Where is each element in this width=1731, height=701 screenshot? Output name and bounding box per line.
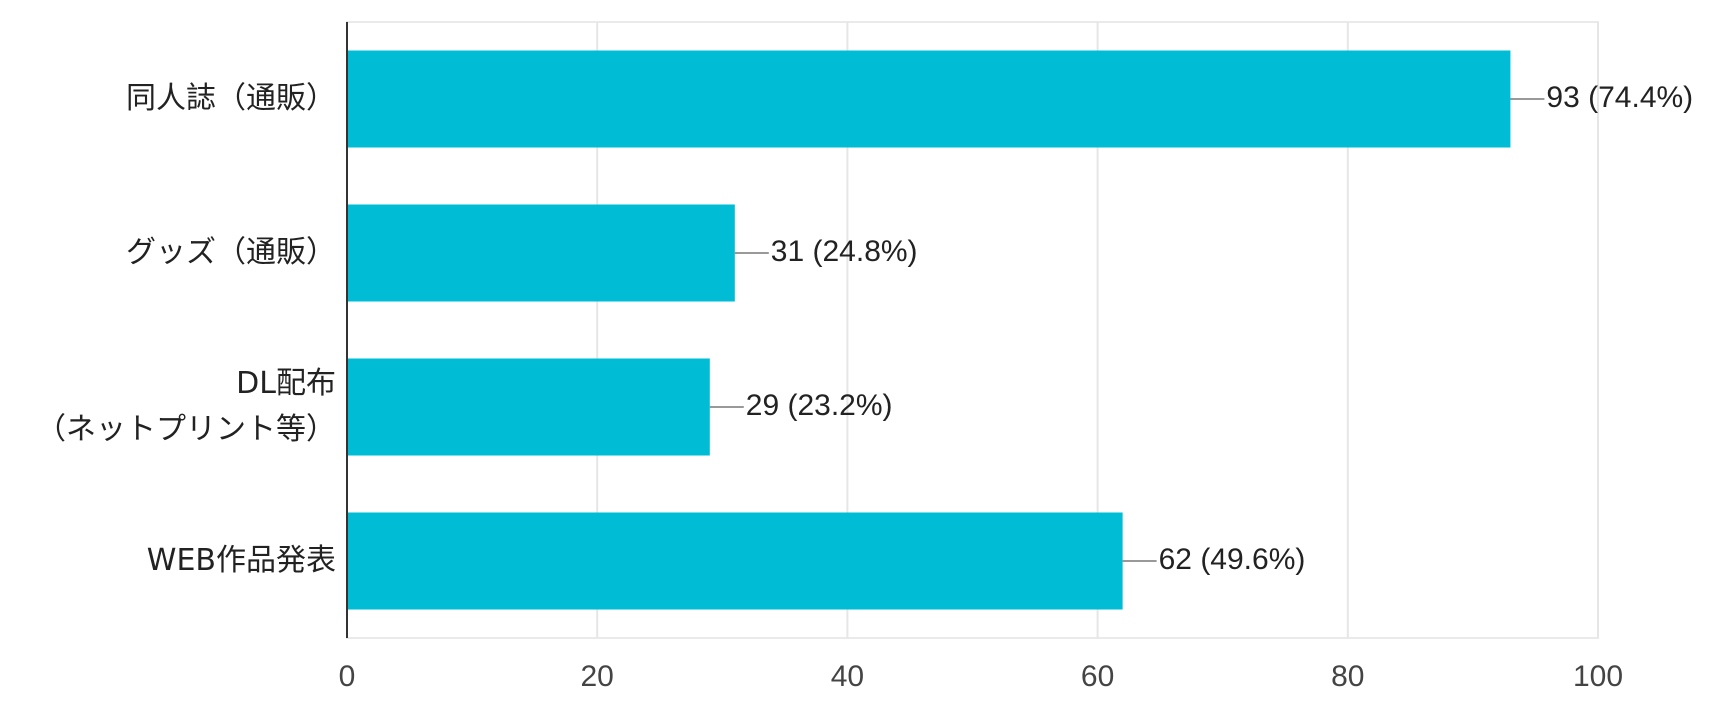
y-tick-label: DL配布 （ネットプリント等）: [36, 366, 336, 447]
y-tick-label: WEB作品発表: [146, 543, 336, 578]
bar: [347, 512, 1123, 610]
x-tick-label: 80: [1331, 660, 1364, 693]
x-tick-label: 20: [581, 660, 614, 693]
x-tick-label: 40: [831, 660, 864, 693]
x-tick-label: 60: [1081, 660, 1114, 693]
value-label: 31 (24.8%): [771, 235, 918, 268]
value-label: 62 (49.6%): [1159, 543, 1306, 576]
y-tick-label: 同人誌（通販）: [126, 81, 336, 116]
x-tick-label: 0: [339, 660, 356, 693]
x-tick-label: 100: [1573, 660, 1623, 693]
bar: [347, 358, 710, 456]
value-label: 93 (74.4%): [1546, 81, 1693, 114]
bar: [347, 204, 735, 302]
bar: [347, 50, 1511, 148]
y-tick-label: グッズ（通販）: [126, 235, 336, 270]
value-label: 29 (23.2%): [746, 389, 893, 422]
